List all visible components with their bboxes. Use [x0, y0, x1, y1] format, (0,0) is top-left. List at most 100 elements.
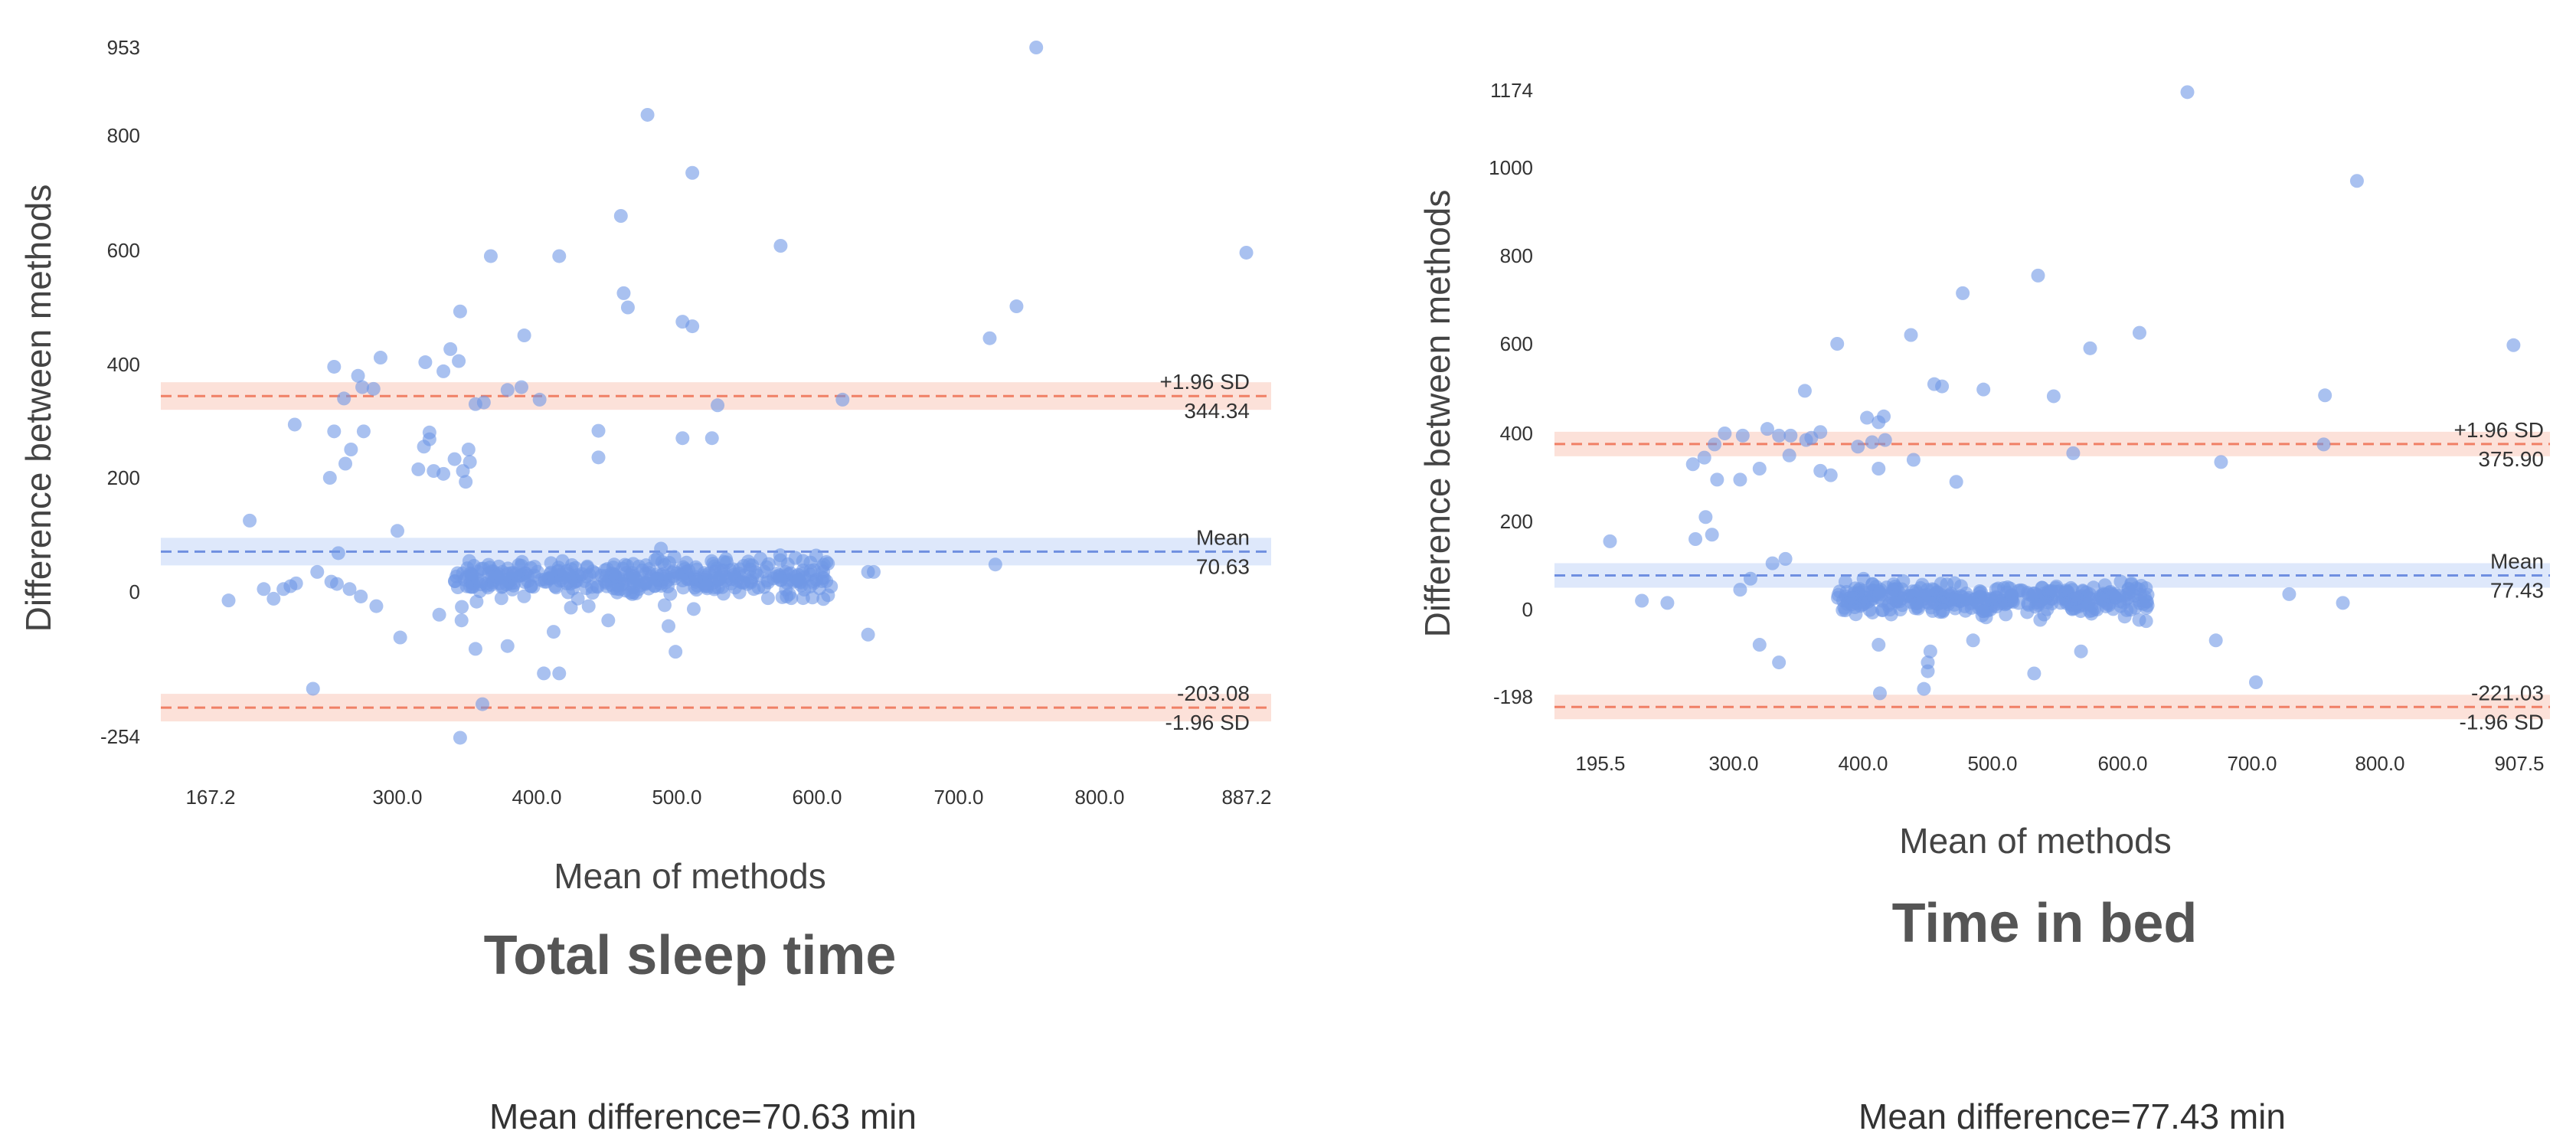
- data-point: [675, 431, 690, 446]
- data-point: [468, 397, 482, 411]
- data-point: [337, 391, 351, 406]
- data-point: [591, 450, 606, 465]
- x-tick-labels: 195.5 300.0 400.0 500.0 600.0 700.0 800.0 907.5: [1575, 752, 2544, 775]
- data-point: [1797, 384, 1812, 398]
- data-point: [1239, 245, 1254, 260]
- data-point: [391, 524, 404, 538]
- data-point: [472, 584, 487, 599]
- chart-total-sleep-time: 953 800 600 400 200 0 -254 167.2 300.0 400.0 500.…: [18, 36, 1272, 1136]
- mean-difference-caption: Mean difference=77.43 min: [1858, 1097, 2286, 1136]
- data-point: [517, 328, 531, 343]
- y-tick-label: -198: [1493, 685, 1533, 708]
- y-tick-label: 0: [129, 580, 140, 603]
- lower-loa-label: -1.96 SD: [1165, 711, 1250, 734]
- data-point: [491, 570, 505, 585]
- x-axis-title: Mean of methods: [1899, 821, 2171, 861]
- data-point: [2027, 666, 2042, 681]
- data-point: [447, 452, 462, 466]
- y-tick-label: 800: [107, 124, 140, 147]
- data-point: [1865, 435, 1879, 449]
- data-point: [2107, 588, 2121, 603]
- data-point: [436, 466, 451, 481]
- data-point: [257, 582, 271, 597]
- data-point: [2128, 600, 2143, 615]
- data-point: [287, 417, 302, 432]
- data-point: [2336, 596, 2350, 610]
- x-tick-label: 800.0: [2355, 752, 2404, 775]
- data-point: [791, 567, 806, 582]
- data-point: [806, 590, 820, 605]
- data-point: [2084, 599, 2099, 613]
- data-point: [436, 364, 451, 378]
- data-point: [1966, 633, 1980, 648]
- data-point: [327, 359, 342, 374]
- data-point: [757, 580, 771, 594]
- y-tick-label: 800: [1500, 244, 1533, 267]
- x-tick-label: 400.0: [512, 786, 561, 809]
- data-point: [1989, 600, 2004, 614]
- x-tick-label: 700.0: [2227, 752, 2277, 775]
- upper-loa-value: 344.34: [1184, 399, 1250, 423]
- data-point: [1878, 433, 1892, 447]
- data-point: [1660, 596, 1675, 610]
- y-tick-label: 1000: [1489, 156, 1533, 179]
- data-point: [1886, 577, 1901, 591]
- x-tick-label: 500.0: [652, 786, 701, 809]
- data-point: [1979, 610, 1993, 625]
- data-point: [1838, 574, 1852, 589]
- y-tick-label: 400: [107, 353, 140, 376]
- data-point: [351, 368, 365, 383]
- data-point: [616, 286, 631, 300]
- data-point: [1752, 638, 1767, 652]
- data-point: [459, 475, 473, 489]
- x-tick-label: 167.2: [185, 786, 235, 809]
- data-point: [342, 582, 357, 597]
- lower-loa-band: [161, 694, 1271, 722]
- data-point: [1873, 583, 1888, 597]
- x-tick-label: 700.0: [933, 786, 983, 809]
- data-point: [2282, 587, 2296, 601]
- data-point: [1635, 593, 1649, 608]
- chart-time-in-bed: 1174 1000 800 600 400 200 0 -198 195.5 300.0 400.…: [1417, 79, 2550, 1136]
- data-point: [2074, 644, 2088, 659]
- data-point: [647, 579, 662, 593]
- data-point: [500, 383, 515, 397]
- data-point: [2249, 675, 2264, 689]
- data-point: [2083, 341, 2097, 355]
- data-point: [1705, 528, 1719, 542]
- x-tick-label: 500.0: [1967, 752, 2017, 775]
- data-point: [432, 607, 446, 622]
- x-tick-label: 600.0: [792, 786, 842, 809]
- data-point: [327, 424, 342, 439]
- data-point: [2005, 588, 2019, 603]
- data-point: [221, 593, 236, 608]
- data-point: [310, 564, 325, 579]
- data-point: [2095, 591, 2110, 606]
- data-point: [1865, 605, 1880, 619]
- data-point: [679, 555, 694, 570]
- data-point: [618, 557, 633, 572]
- data-point: [2316, 437, 2331, 452]
- y-tick-label: 400: [1500, 422, 1533, 445]
- data-point: [2180, 85, 2195, 100]
- data-point: [1943, 592, 1958, 606]
- data-point: [698, 576, 713, 590]
- data-point: [1778, 551, 1793, 566]
- data-point: [1830, 337, 1845, 351]
- x-tick-label: 800.0: [1074, 786, 1124, 809]
- data-point: [462, 554, 476, 568]
- data-point: [1936, 603, 1950, 618]
- data-point: [1804, 430, 1819, 445]
- data-point: [470, 564, 485, 579]
- data-point: [1710, 472, 1724, 487]
- data-point: [775, 590, 789, 604]
- data-point: [1772, 428, 1787, 443]
- data-points: [221, 41, 1254, 745]
- data-point: [1927, 377, 1941, 391]
- data-point: [494, 591, 508, 606]
- data-point: [1884, 607, 1898, 622]
- data-point: [1735, 428, 1750, 443]
- y-tick-label: 1174: [1490, 79, 1533, 102]
- x-tick-label: 400.0: [1838, 752, 1888, 775]
- data-point: [369, 599, 384, 613]
